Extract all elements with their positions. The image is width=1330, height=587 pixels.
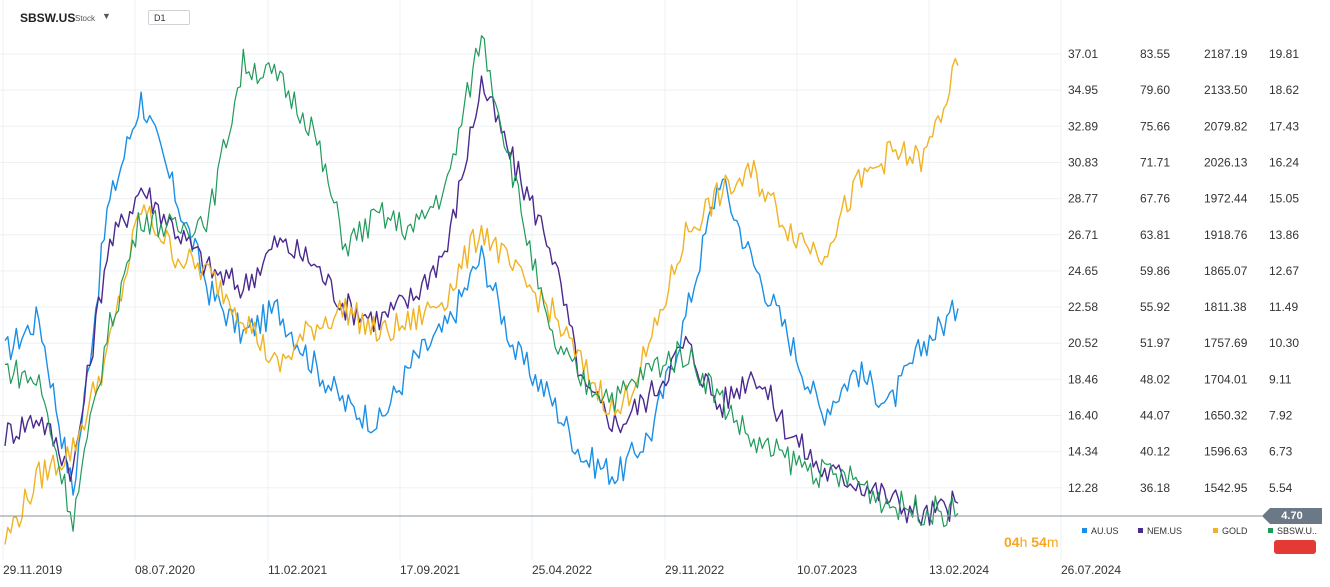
y-tick-label: 19.81 bbox=[1269, 47, 1299, 61]
y-tick-label: 2079.82 bbox=[1204, 119, 1248, 133]
x-tick-label: 26.07.2024 bbox=[1061, 563, 1121, 577]
toolbar: SBSW.US Stock ▼ D1 bbox=[0, 0, 1060, 34]
y-tick-label: 26.71 bbox=[1068, 228, 1098, 242]
y-tick-label: 63.81 bbox=[1140, 228, 1170, 242]
y-tick-label: 51.97 bbox=[1140, 336, 1170, 350]
legend-label: NEM.US bbox=[1147, 526, 1182, 536]
y-tick-label: 18.62 bbox=[1269, 83, 1299, 97]
y-tick-label: 30.83 bbox=[1068, 155, 1098, 169]
symbol-name[interactable]: SBSW.US bbox=[20, 11, 76, 25]
symbol-type: Stock bbox=[75, 14, 96, 23]
y-tick-label: 6.73 bbox=[1269, 445, 1293, 459]
x-tick-label: 29.11.2019 bbox=[3, 563, 62, 577]
y-tick-label: 34.95 bbox=[1068, 83, 1098, 97]
y-tick-label: 11.49 bbox=[1269, 300, 1298, 314]
y-tick-label: 75.66 bbox=[1140, 119, 1170, 133]
y-tick-label: 5.54 bbox=[1269, 481, 1293, 495]
y-tick-label: 36.18 bbox=[1140, 481, 1170, 495]
y-tick-label: 16.24 bbox=[1269, 155, 1299, 169]
y-tick-label: 28.77 bbox=[1068, 192, 1098, 206]
y-tick-label: 59.86 bbox=[1140, 264, 1170, 278]
y-tick-label: 1811.38 bbox=[1204, 300, 1247, 314]
y-tick-label: 48.02 bbox=[1140, 372, 1170, 386]
y-tick-label: 1596.63 bbox=[1204, 445, 1248, 459]
timer-hours: 04 bbox=[1004, 534, 1020, 550]
y-tick-label: 22.58 bbox=[1068, 300, 1098, 314]
y-tick-label: 1542.95 bbox=[1204, 481, 1248, 495]
timeframe-select[interactable]: D1 bbox=[148, 10, 190, 25]
timer-minutes-unit: m bbox=[1046, 534, 1059, 550]
x-tick-label: 11.02.2021 bbox=[268, 563, 327, 577]
series-line-gold bbox=[4, 58, 959, 545]
y-tick-label: 1704.01 bbox=[1204, 372, 1248, 386]
y-tick-label: 83.55 bbox=[1140, 47, 1170, 61]
y-tick-label: 1650.32 bbox=[1204, 409, 1248, 423]
y-tick-label: 1918.76 bbox=[1204, 228, 1248, 242]
legend-label: AU.US bbox=[1091, 526, 1119, 536]
x-tick-label: 08.07.2020 bbox=[135, 563, 195, 577]
x-tick-label: 25.04.2022 bbox=[532, 563, 592, 577]
y-tick-label: 40.12 bbox=[1140, 445, 1170, 459]
y-tick-label: 14.34 bbox=[1068, 445, 1098, 459]
y-tick-label: 10.30 bbox=[1269, 336, 1299, 350]
y-tick-label: 44.07 bbox=[1140, 409, 1170, 423]
y-tick-label: 17.43 bbox=[1269, 119, 1299, 133]
y-tick-label: 1972.44 bbox=[1204, 192, 1248, 206]
legend-label: SBSW.U.. bbox=[1277, 526, 1317, 536]
y-tick-label: 20.52 bbox=[1068, 336, 1098, 350]
y-tick-label: 15.05 bbox=[1269, 192, 1299, 206]
y-tick-label: 18.46 bbox=[1068, 372, 1098, 386]
x-tick-label: 29.11.2022 bbox=[665, 563, 724, 577]
y-tick-label: 67.76 bbox=[1140, 192, 1170, 206]
y-tick-label: 7.92 bbox=[1269, 409, 1293, 423]
y-tick-label: 1757.69 bbox=[1204, 336, 1248, 350]
y-tick-label: 1865.07 bbox=[1204, 264, 1248, 278]
x-tick-label: 10.07.2023 bbox=[797, 563, 857, 577]
y-tick-label: 2026.13 bbox=[1204, 155, 1248, 169]
legend-swatch bbox=[1213, 528, 1218, 533]
y-tick-label: 79.60 bbox=[1140, 83, 1170, 97]
timer-hours-unit: h bbox=[1019, 534, 1028, 550]
y-tick-label: 71.71 bbox=[1140, 155, 1170, 169]
y-tick-label: 37.01 bbox=[1068, 47, 1098, 61]
y-tick-label: 55.92 bbox=[1140, 300, 1170, 314]
x-tick-label: 13.02.2024 bbox=[929, 563, 989, 577]
chevron-down-icon[interactable]: ▼ bbox=[102, 11, 111, 21]
legend-swatch bbox=[1268, 528, 1273, 533]
y-tick-label: 16.40 bbox=[1068, 409, 1098, 423]
y-tick-label: 2187.19 bbox=[1204, 47, 1248, 61]
y-tick-label: 32.89 bbox=[1068, 119, 1098, 133]
series-line-nem-us bbox=[4, 75, 959, 526]
sell-button[interactable] bbox=[1274, 540, 1316, 554]
timer-minutes: 54 bbox=[1031, 534, 1047, 550]
y-tick-label: 2133.50 bbox=[1204, 83, 1248, 97]
legend-label: GOLD bbox=[1222, 526, 1248, 536]
current-price-badge: 4.70 bbox=[1262, 508, 1322, 524]
legend-swatch bbox=[1138, 528, 1143, 533]
x-tick-label: 17.09.2021 bbox=[400, 563, 460, 577]
series-line-au-us bbox=[4, 91, 959, 496]
y-tick-label: 13.86 bbox=[1269, 228, 1299, 242]
legend-swatch bbox=[1082, 528, 1087, 533]
series-line-sbsw-us bbox=[4, 35, 959, 532]
candle-timer: 04h 54m bbox=[1004, 534, 1059, 550]
y-tick-label: 24.65 bbox=[1068, 264, 1098, 278]
y-tick-label: 9.11 bbox=[1269, 372, 1292, 386]
y-tick-label: 12.28 bbox=[1068, 481, 1098, 495]
y-tick-label: 12.67 bbox=[1269, 264, 1299, 278]
